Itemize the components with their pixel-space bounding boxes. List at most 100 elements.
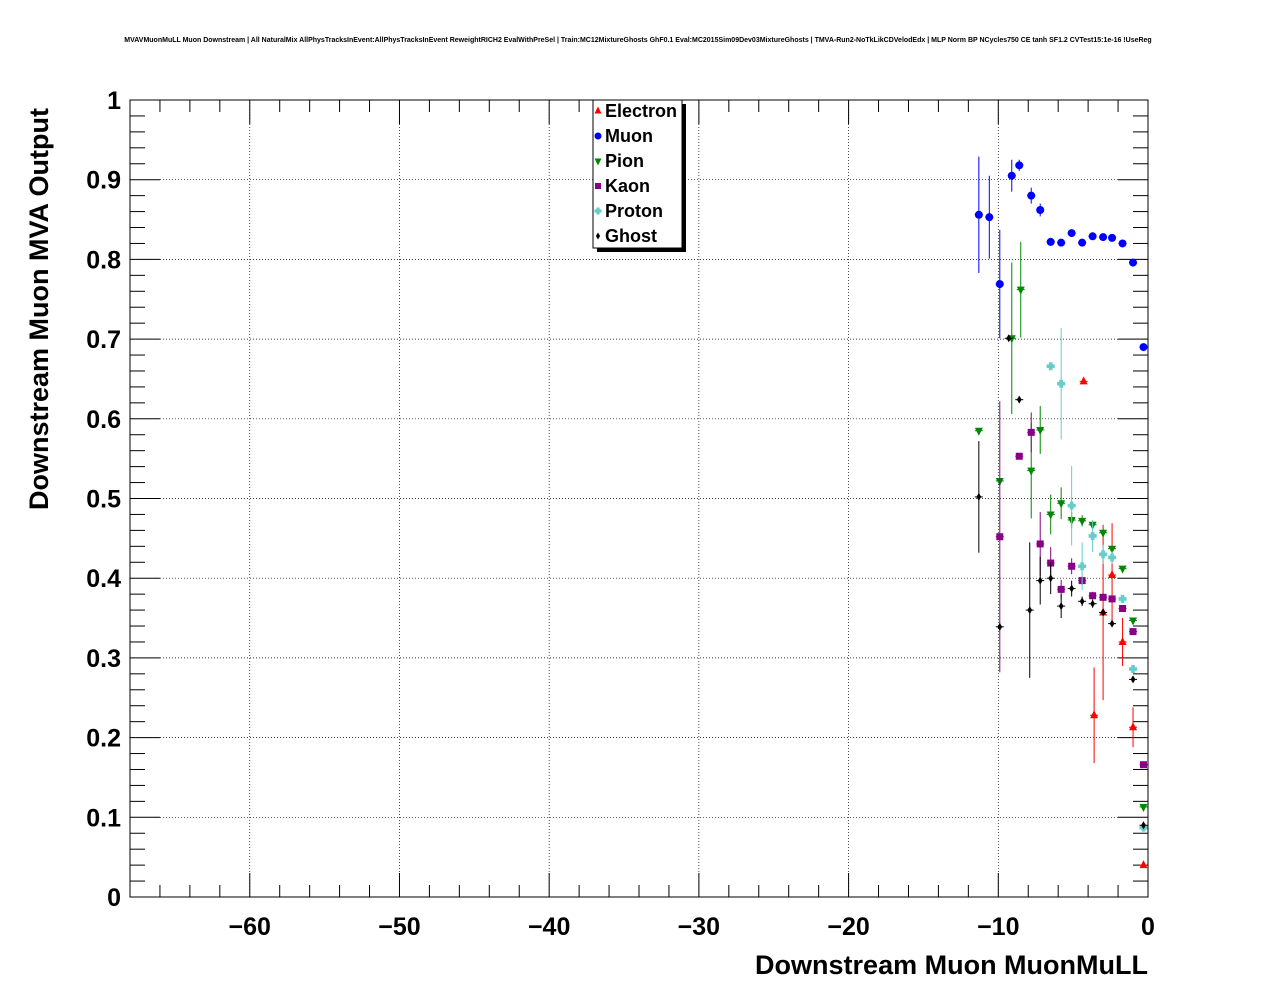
data-point-muon — [1027, 191, 1036, 200]
data-point-pion — [1118, 565, 1127, 574]
legend-marker-kaon — [595, 183, 601, 189]
data-point-pion — [974, 427, 983, 436]
x-tick-label: −60 — [229, 913, 271, 941]
legend-marker-electron — [594, 106, 602, 114]
legend-label-muon: Muon — [605, 126, 653, 146]
data-point-muon — [995, 280, 1004, 289]
data-point-kaon — [1015, 452, 1023, 460]
data-point-kaon — [1129, 628, 1137, 636]
data-point-kaon — [1119, 604, 1127, 612]
data-point-ghost — [997, 622, 1003, 631]
data-point-ghost — [1027, 606, 1033, 615]
x-tick-label: −40 — [528, 913, 570, 941]
data-point-kaon — [1099, 593, 1107, 601]
data-point-proton — [1057, 379, 1066, 388]
data-point-kaon — [1027, 428, 1035, 436]
y-tick-label: 0.3 — [86, 645, 121, 673]
data-point-muon — [1099, 233, 1108, 242]
y-tick-label: 0.8 — [86, 246, 121, 274]
data-point-pion — [1036, 426, 1045, 435]
data-point-muon — [1078, 238, 1087, 247]
legend-label-ghost: Ghost — [605, 226, 657, 246]
data-point-pion — [1129, 617, 1138, 626]
data-point-muon — [1036, 205, 1045, 214]
data-point-pion — [1108, 545, 1117, 554]
x-tick-label: −10 — [977, 913, 1019, 941]
data-point-electron — [1079, 376, 1088, 385]
legend-marker-ghost — [595, 232, 601, 240]
series-muon — [974, 156, 1148, 352]
data-point-pion — [1016, 286, 1025, 295]
grid-lines — [130, 100, 1148, 897]
y-tick-label: 0.4 — [86, 565, 121, 593]
y-tick-labels: 0 0.1 0.2 0.3 0.4 0.5 0.6 0.7 0.8 0.9 1 — [86, 87, 121, 912]
series-ghost — [974, 334, 1148, 830]
data-point-electron — [1129, 722, 1138, 731]
x-tick-label: −50 — [378, 913, 420, 941]
data-point-pion — [1027, 467, 1036, 476]
data-point-proton — [1129, 665, 1138, 674]
data-point-kaon — [1140, 761, 1148, 769]
legend-marker-muon — [594, 132, 602, 140]
data-point-proton — [1078, 562, 1087, 571]
data-point-ghost — [1069, 584, 1075, 593]
series-pion — [974, 241, 1148, 812]
data-point-proton — [1118, 594, 1127, 603]
x-tick-label: −20 — [827, 913, 869, 941]
data-point-pion — [1099, 529, 1108, 538]
data-point-ghost — [1079, 597, 1085, 606]
y-tick-label: 1 — [107, 87, 121, 115]
data-point-ghost — [1130, 675, 1136, 684]
data-point-proton — [1046, 362, 1055, 371]
data-point-electron — [1108, 570, 1117, 579]
data-point-kaon — [1036, 540, 1044, 548]
y-tick-label: 0 — [107, 884, 121, 912]
data-point-muon — [1015, 161, 1024, 170]
legend-entries: Electron Muon Pion Kaon Proton Ghost — [594, 101, 677, 246]
x-axis-title: Downstream Muon MuonMuLL — [755, 950, 1148, 980]
y-tick-label: 0.9 — [86, 167, 121, 195]
data-point-pion — [1139, 803, 1148, 812]
data-point-kaon — [1068, 562, 1076, 570]
legend-marker-proton — [594, 207, 602, 215]
data-point-electron — [1139, 860, 1148, 869]
data-point-ghost — [1058, 602, 1064, 611]
data-point-kaon — [1108, 595, 1116, 603]
data-point-muon — [1088, 232, 1097, 241]
legend-marker-pion — [594, 158, 602, 166]
data-point-pion — [1057, 500, 1066, 509]
x-tick-label: 0 — [1141, 913, 1155, 941]
legend-label-kaon: Kaon — [605, 176, 650, 196]
data-point-ghost — [1109, 619, 1115, 628]
data-point-muon — [1067, 229, 1076, 238]
data-point-ghost — [1141, 821, 1146, 830]
data-point-ghost — [1090, 599, 1096, 608]
data-point-kaon — [996, 533, 1004, 541]
legend: Electron Muon Pion Kaon Proton Ghost — [592, 99, 686, 252]
y-tick-label: 0.6 — [86, 406, 121, 434]
data-point-ghost — [1037, 576, 1043, 585]
y-tick-label: 0.1 — [86, 804, 121, 832]
data-point-muon — [1046, 237, 1055, 246]
y-tick-label: 0.5 — [86, 486, 121, 514]
legend-label-proton: Proton — [605, 201, 663, 221]
data-point-electron — [1118, 636, 1127, 645]
data-point-muon — [1057, 238, 1066, 247]
data-series — [974, 156, 1148, 869]
data-point-proton — [1067, 501, 1076, 510]
data-point-electron — [1090, 710, 1099, 719]
data-point-pion — [1078, 517, 1087, 526]
data-point-muon — [985, 213, 994, 222]
data-point-muon — [1139, 343, 1148, 352]
data-point-ghost — [976, 492, 982, 501]
data-point-muon — [1007, 171, 1016, 180]
data-point-kaon — [1089, 592, 1097, 600]
data-point-muon — [974, 210, 983, 219]
y-tick-label: 0.2 — [86, 725, 121, 753]
data-point-kaon — [1057, 585, 1065, 593]
legend-box — [592, 99, 683, 249]
series-proton — [1046, 327, 1148, 832]
data-point-muon — [1108, 233, 1117, 242]
chart-title: MVAVMuonMuLL Muon Downstream | All Natur… — [124, 37, 1151, 44]
